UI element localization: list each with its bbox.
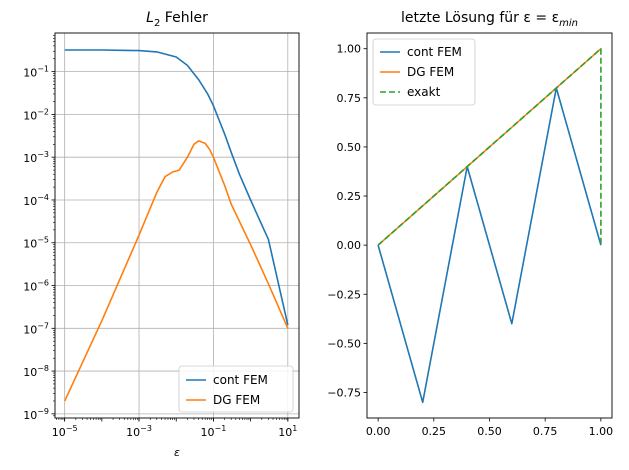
chart-title: letzte Lösung für ε = εmin [401,10,578,29]
tick-label-y-3-exp: −6 [37,279,49,288]
tick-label-y-3-base: 10 [23,281,37,294]
x-axis-label: ε [174,446,180,459]
series-line-1 [63,140,289,402]
tick-label-y-0-base: 10 [23,409,37,422]
tick-label-y-7-base: 10 [23,109,37,122]
tick-label-x-2: 0.50 [477,425,502,438]
tick-label-y-8-exp: −1 [37,65,49,74]
chart-l2-error: 10−5 10−3 10−1 10110−910−810−710−610−510−41… [23,10,300,459]
series-line-0 [64,49,289,326]
tick-label-x-4: 1.00 [589,425,614,438]
tick-label-y-6: 10−3 [23,150,49,165]
tick-label-y-6: 0.75 [337,92,362,105]
tick-label-x-1: 0.25 [422,425,447,438]
tick-label-y-2-base: 10 [23,323,37,336]
tick-label-y-8-base: 10 [23,67,37,80]
chart-title: L2 Fehler [146,10,208,29]
tick-label-y-7: 1.00 [337,43,362,56]
title-main: L [146,10,154,26]
tick-label-x-3: 101 [278,424,297,439]
tick-label-y-2: 10−7 [23,321,49,336]
tick-label-y-4-base: 10 [23,238,37,251]
tick-label-y-5-exp: −4 [37,193,49,202]
series-line-0 [377,87,602,404]
title-main: letzte Lösung für ε = ε [401,10,559,26]
tick-label-y-0-exp: −9 [37,407,49,416]
tick-label-y-3: 10−6 [23,279,49,294]
tick-label-y-1: 10−8 [23,364,49,379]
tick-label-y-5: 10−4 [23,193,49,208]
tick-label-y-8: 10−1 [23,65,49,80]
title-rest: Fehler [160,10,208,26]
legend-label-0: cont FEM [213,373,268,387]
title-sub: 2 [154,18,160,29]
tick-label-y-5-base: 10 [23,195,37,208]
tick-label-y-0: 10−9 [23,407,49,422]
tick-label-x-2-base: 10 [201,426,215,439]
tick-label-x-0: 10−5 [52,424,78,439]
tick-label-x-1-exp: −3 [140,424,152,433]
tick-label-y-5: 0.50 [337,141,362,154]
tick-label-y-3: 0.00 [337,239,362,252]
legend-label-1: DG FEM [213,393,260,407]
chart-last-solution: 0.00 0.25 0.50 0.75 1.00 −0.75 −0.50 −0.25 0.00 0… [327,10,613,438]
legend-label-1: DG FEM [407,65,454,79]
tick-label-y-7-exp: −2 [37,107,49,116]
tick-label-x-0: 0.00 [366,425,391,438]
tick-label-y-6-exp: −3 [37,150,49,159]
tick-label-y-1-exp: −8 [37,364,49,373]
tick-label-x-1-base: 10 [126,426,140,439]
tick-label-y-4: 10−5 [23,236,49,251]
tick-label-y-0: −0.75 [327,386,361,399]
tick-label-x-3-exp: 1 [292,424,297,433]
title-sub: min [559,18,578,29]
tick-label-x-0-base: 10 [52,426,66,439]
tick-label-y-2: −0.25 [327,288,361,301]
tick-label-y-1-base: 10 [23,366,37,379]
tick-label-x-3-base: 10 [278,426,292,439]
series-line-2 [377,47,602,246]
tick-label-y-2-exp: −7 [37,321,49,330]
tick-label-y-4-exp: −5 [37,236,49,245]
legend-label-2: exakt [407,85,441,99]
tick-label-x-1: 10−3 [126,424,152,439]
tick-label-x-2-exp: −1 [215,424,227,433]
tick-label-x-0-exp: −5 [66,424,78,433]
tick-label-x-2: 10−1 [201,424,227,439]
tick-label-y-4: 0.25 [337,190,362,203]
tick-label-y-6-base: 10 [23,152,37,165]
tick-label-y-1: −0.50 [327,337,361,350]
legend-box [372,38,476,106]
tick-label-x-3: 0.75 [533,425,558,438]
legend-label-0: cont FEM [407,45,462,59]
plot-frame [54,32,300,419]
tick-label-y-7: 10−2 [23,107,49,122]
legend-box [178,365,294,413]
